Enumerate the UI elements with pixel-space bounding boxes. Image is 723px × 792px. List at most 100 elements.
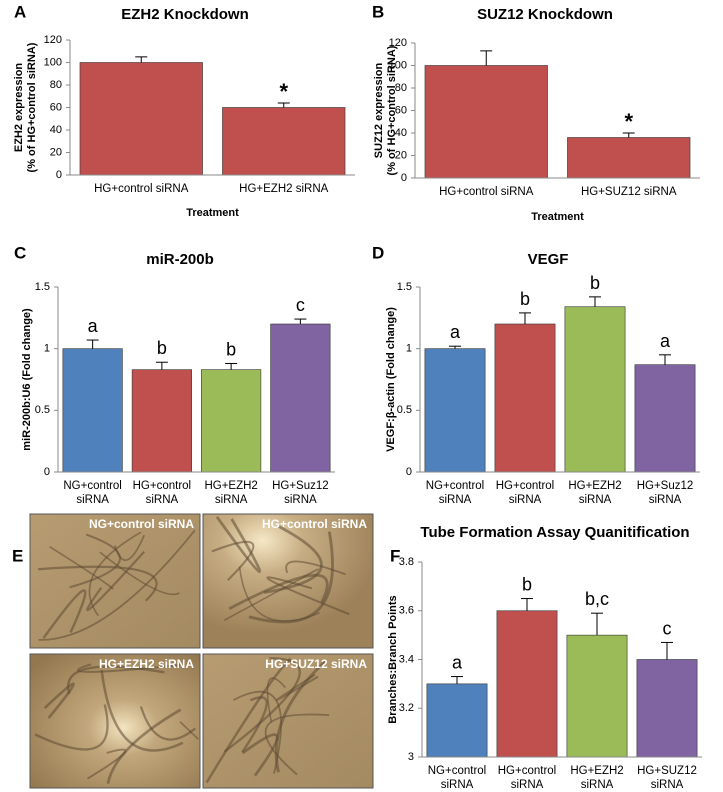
y-tick-label: 1 xyxy=(44,343,50,355)
tube xyxy=(248,531,334,624)
bar-letter: a xyxy=(452,653,463,673)
y-tick-label: 80 xyxy=(50,79,62,91)
y-tick-label: 120 xyxy=(44,34,62,46)
x-tick-label-line: siRNA xyxy=(649,494,682,506)
x-tick-label-line: siRNA xyxy=(511,779,544,791)
x-tick-label: NG+control siRNA xyxy=(428,765,486,791)
x-tick-label-line: HG+control siRNA xyxy=(439,186,534,198)
bar xyxy=(566,634,628,758)
x-tick-label-line: siRNA xyxy=(509,494,542,506)
y-axis-label-line: Branches:Branch Points xyxy=(387,595,399,723)
x-tick-label: HG+EZH2 siRNA xyxy=(570,765,623,791)
x-tick-label-line: HG+control xyxy=(496,480,554,492)
tube xyxy=(264,713,330,776)
bar xyxy=(424,348,486,473)
tube xyxy=(106,708,182,784)
micrograph-label: HG+EZH2 siRNA xyxy=(99,657,194,671)
x-tick-label-line: NG+control xyxy=(63,480,121,492)
bar xyxy=(131,369,192,473)
y-axis-label: miR-200b:U6 (Fold change) xyxy=(21,308,33,451)
bar-letter: a xyxy=(88,316,99,336)
tube xyxy=(100,669,184,752)
bar-letter: b xyxy=(157,338,167,358)
x-tick-label: HG+EZH2 siRNA xyxy=(204,480,257,506)
bar-letter: a xyxy=(450,322,461,342)
bar xyxy=(201,369,262,473)
y-axis-label-line: (% of HG+control siRNA) xyxy=(26,42,38,172)
y-axis-label: SUZ12 expression(% of HG+control siRNA) xyxy=(373,45,398,175)
chart-title: VEGF xyxy=(528,251,569,268)
x-tick-label-line: HG+control xyxy=(133,480,191,492)
y-tick-label: 3.4 xyxy=(399,653,414,665)
tube xyxy=(205,657,292,784)
y-tick-label: 1.5 xyxy=(35,281,50,293)
x-tick-label: HG+control siRNA xyxy=(496,480,554,506)
x-axis-label: Treatment xyxy=(186,207,239,219)
y-tick-label: 0.5 xyxy=(397,404,412,416)
micrograph xyxy=(29,513,201,649)
bar xyxy=(222,107,346,176)
x-tick-label-line: HG+EZH2 xyxy=(570,765,623,777)
x-tick-label-line: siRNA xyxy=(581,779,614,791)
tube xyxy=(241,696,268,753)
y-tick-label: 3.8 xyxy=(399,556,414,568)
x-tick-label: HG+SUZ12 siRNA xyxy=(637,765,697,791)
x-tick-label: HG+Suz12 siRNA xyxy=(637,480,694,506)
bar xyxy=(79,62,203,176)
y-tick-label: 40 xyxy=(50,124,62,136)
bar xyxy=(494,323,556,473)
x-tick-label-line: NG+control xyxy=(428,765,486,777)
x-tick-label-line: HG+EZH2 xyxy=(204,480,257,492)
chart-title: EZH2 Knockdown xyxy=(121,6,249,23)
x-tick-label-line: siRNA xyxy=(215,494,248,506)
tube xyxy=(42,589,87,639)
bar xyxy=(564,306,626,473)
y-tick-label: 40 xyxy=(395,127,407,139)
bar-letter: b xyxy=(520,289,530,309)
bar xyxy=(62,348,123,473)
x-tick-label: HG+control siRNA xyxy=(133,480,191,506)
y-tick-label: 60 xyxy=(395,104,407,116)
x-tick-label: HG+control siRNA xyxy=(94,183,189,195)
annotation: * xyxy=(279,79,288,104)
y-tick-label: 60 xyxy=(50,101,62,113)
bar-letter: b xyxy=(590,273,600,293)
x-tick-label-line: siRNA xyxy=(284,494,317,506)
x-tick-label-line: HG+control xyxy=(498,765,556,777)
x-axis-label: Treatment xyxy=(531,211,584,223)
tube xyxy=(211,540,255,581)
y-tick-label: 80 xyxy=(395,82,407,94)
bar xyxy=(424,65,548,179)
y-axis-label-line: (% of HG+control siRNA) xyxy=(386,45,398,175)
bar-letter: b xyxy=(226,339,236,359)
tube xyxy=(139,706,197,741)
x-tick-label-line: HG+EZH2 siRNA xyxy=(239,183,328,195)
tube xyxy=(38,565,158,602)
x-tick-label: NG+control siRNA xyxy=(426,480,484,506)
y-tick-label: 0 xyxy=(44,466,50,478)
panel-label: F xyxy=(390,546,400,565)
y-tick-label: 3.2 xyxy=(399,702,414,714)
x-tick-label-line: HG+SUZ12 xyxy=(637,765,697,777)
y-axis-label-line: EZH2 expression xyxy=(13,63,25,153)
y-axis-label: Branches:Branch Points xyxy=(387,595,399,723)
bar-letter: b xyxy=(522,575,532,595)
bar xyxy=(636,659,698,758)
panel-label: A xyxy=(14,2,26,21)
y-tick-label: 120 xyxy=(389,37,407,49)
micrograph-label: HG+SUZ12 siRNA xyxy=(265,657,367,671)
y-tick-label: 0 xyxy=(56,169,62,181)
y-axis-label: VEGF:β-actin (Fold change) xyxy=(385,307,397,452)
bar-letter: a xyxy=(660,331,671,351)
x-tick-label: HG+control siRNA xyxy=(498,765,556,791)
bar-letter: c xyxy=(296,295,305,315)
chart-title: Tube Formation Assay Quanitification xyxy=(420,524,689,541)
x-tick-label-line: siRNA xyxy=(76,494,109,506)
chart-title: miR-200b xyxy=(146,251,214,268)
panel-label: D xyxy=(372,243,384,262)
bar xyxy=(634,364,696,473)
micrograph xyxy=(202,653,374,789)
bar-letter: c xyxy=(663,618,672,638)
tube xyxy=(43,682,75,719)
